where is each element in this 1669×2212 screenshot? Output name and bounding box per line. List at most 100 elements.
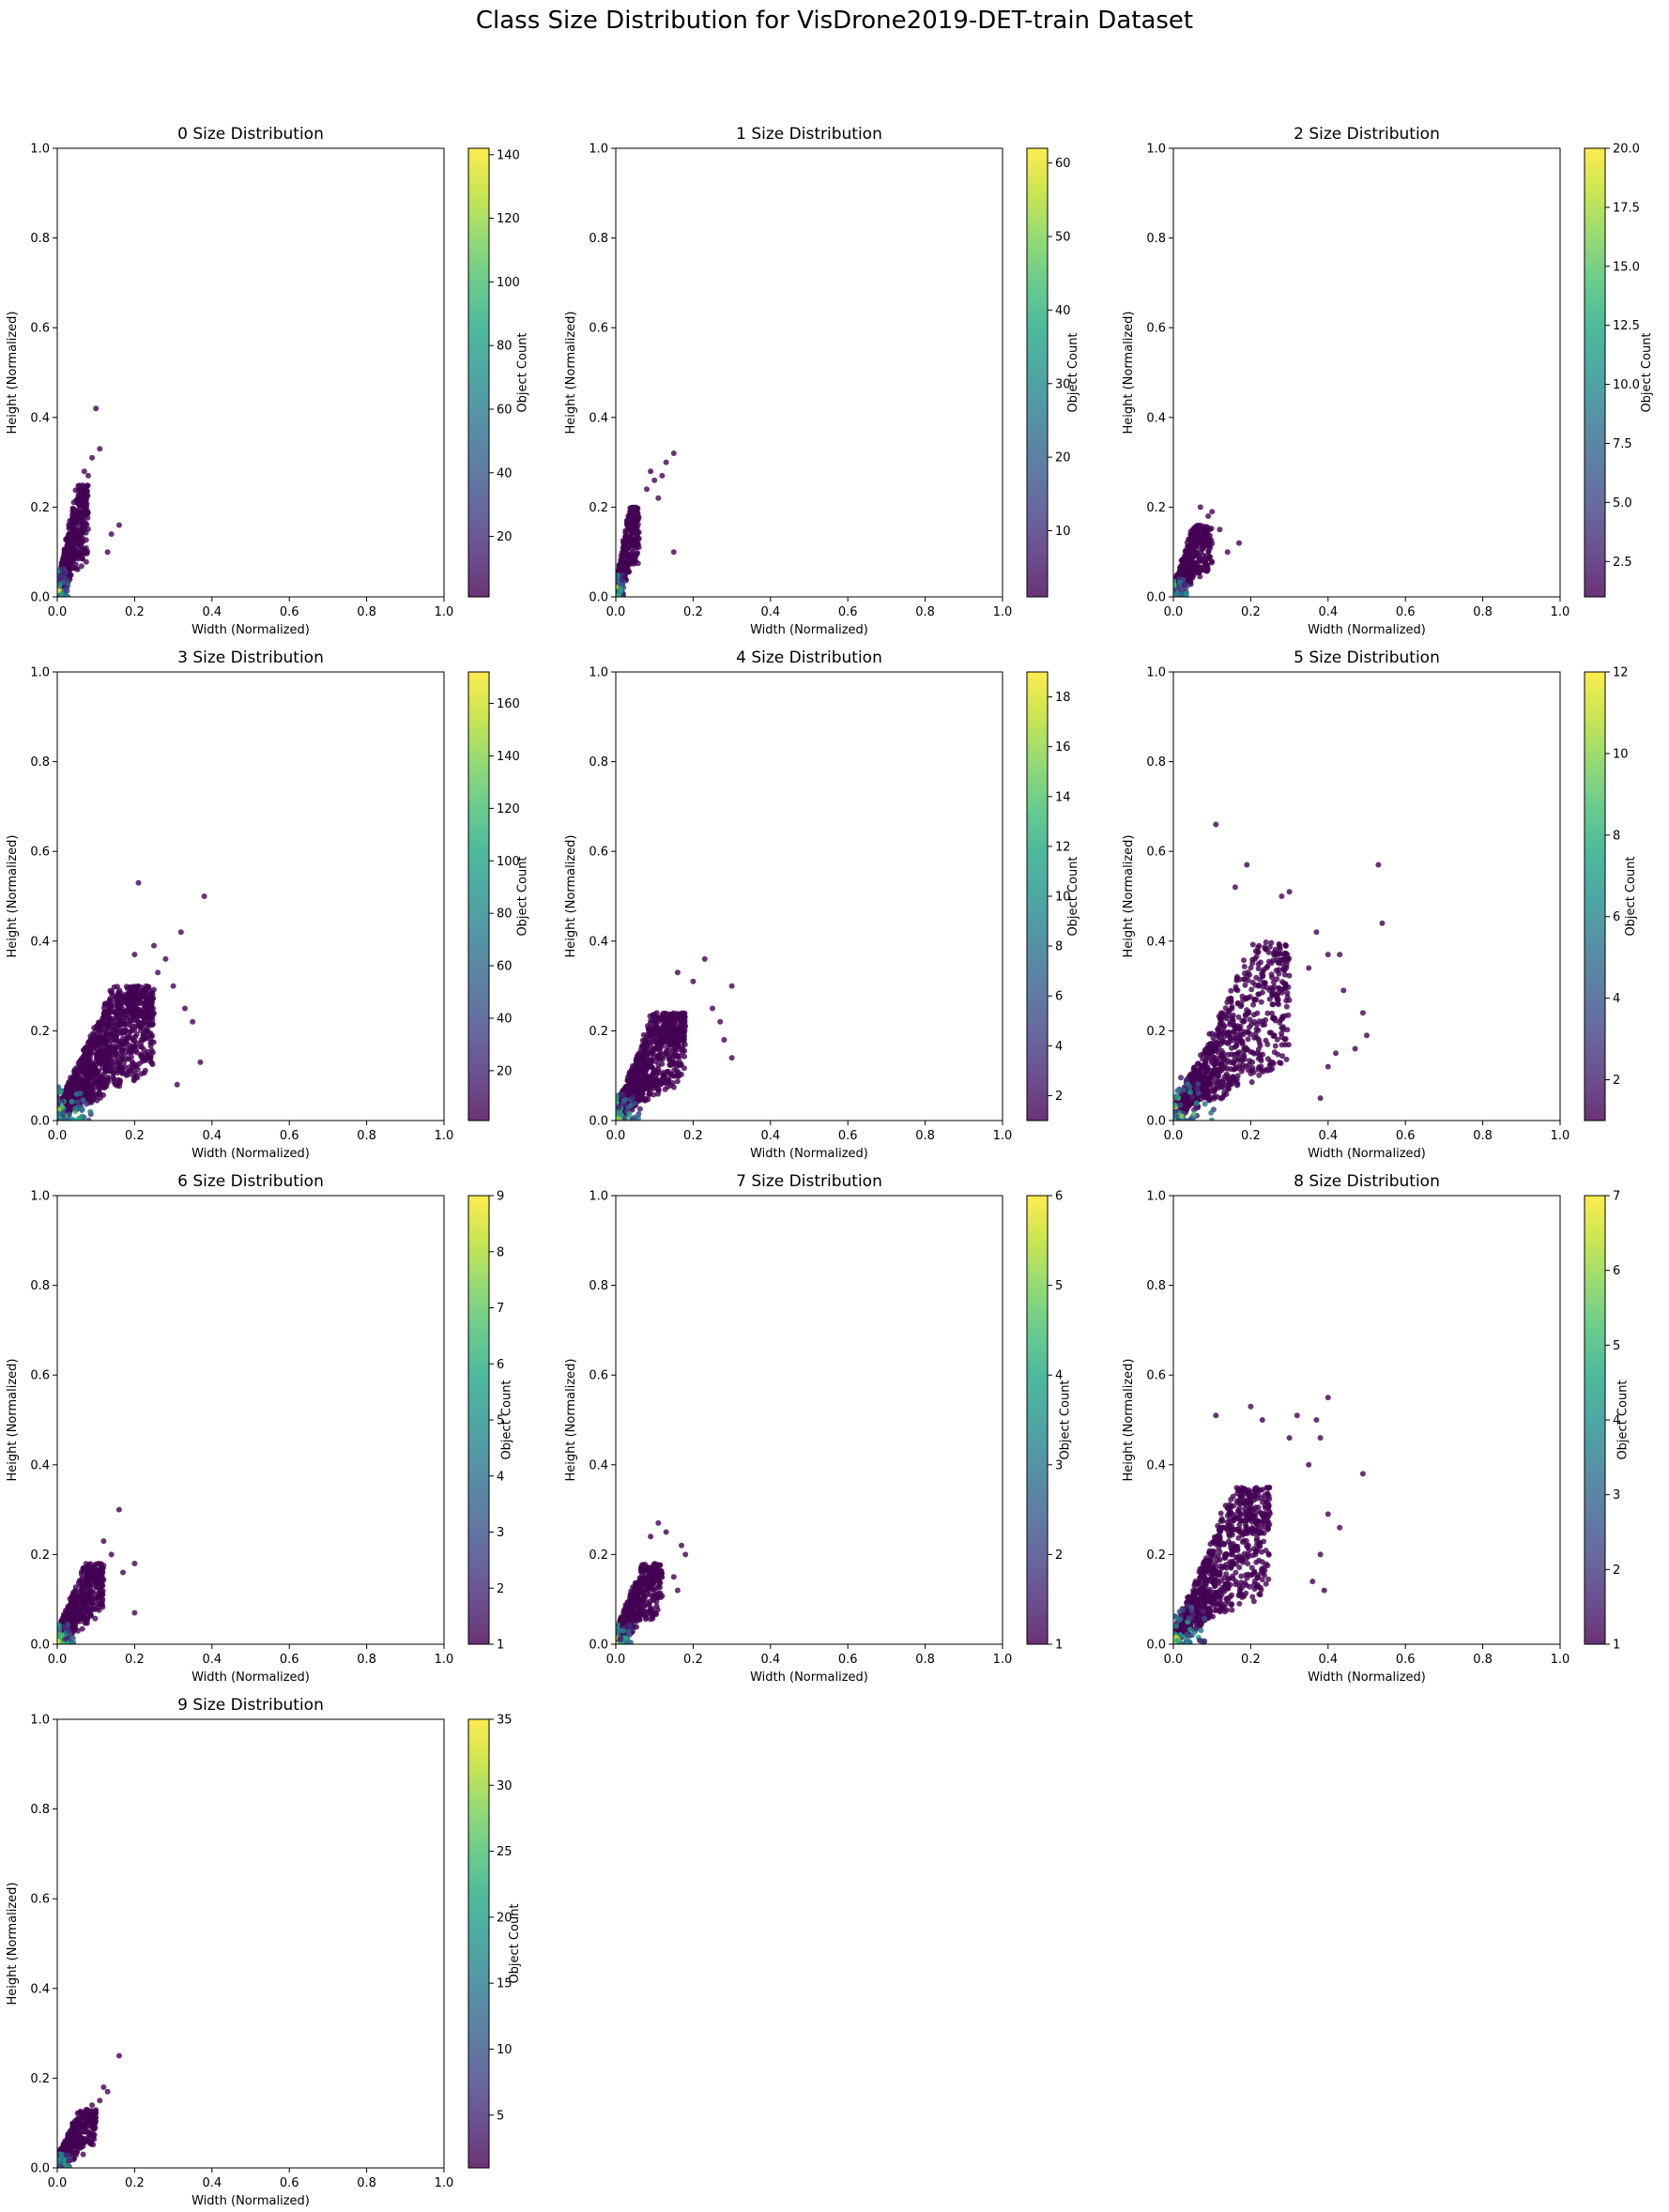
scatter-point [623,1088,630,1094]
scatter-point [126,1047,132,1054]
scatter-point [1205,513,1212,519]
colorbar-tick-label: 8 [1055,940,1063,954]
scatter-point [115,1002,121,1009]
colorbar-tick-label: 17.5 [1613,201,1640,215]
axes-frame [615,147,1003,598]
scatter-point [71,1077,78,1084]
scatter-point [90,1089,96,1095]
scatter-point [1177,565,1184,572]
x-tick-label: 0.8 [357,605,376,619]
subplot-title: 4 Size Distribution [736,648,882,667]
scatter-point [91,1034,98,1041]
scatter-point [651,1026,656,1032]
scatter-point [678,1071,684,1077]
scatter-point [134,1000,141,1007]
scatter-point [121,1051,128,1058]
scatter-point [625,568,632,574]
scatter-point [113,1011,119,1017]
scatter-point [182,1005,188,1012]
colorbar-tick-label: 10 [1055,525,1071,539]
y-tick-label: 0.2 [1146,501,1166,515]
scatter-point [629,504,635,511]
scatter-point [650,1047,656,1054]
scatter-point [1199,534,1205,541]
scatter-point [100,1048,107,1055]
colorbar-tick-label: 100 [497,276,520,290]
scatter-point [1224,549,1231,556]
scatter-point [1173,582,1177,588]
scatter-point [59,1104,66,1110]
scatter-point [674,1078,681,1085]
scatter-points [616,450,677,597]
scatter-point [1283,1003,1290,1010]
scatter-point [126,1003,132,1010]
scatter-point [648,1017,654,1024]
scatter-point [115,1017,121,1024]
colorbar-tick-label: 40 [1055,304,1071,318]
scatter-point [630,542,636,548]
scatter-point [101,1001,108,1008]
scatter-point [79,523,85,529]
scatter-point [616,572,621,579]
scatter-point [62,553,69,559]
scatter-point [128,1029,134,1035]
scatter-point [84,526,91,532]
scatter-point [115,989,121,996]
scatter-point [77,1091,84,1097]
scatter-point [69,1117,76,1121]
scatter-point [681,1047,688,1054]
y-tick-label: 0.6 [1146,322,1166,336]
scatter-point [63,536,69,542]
scatter-point [1205,548,1212,555]
scatter-point [1187,558,1193,565]
scatter-point [673,1063,680,1069]
scatter-point [79,556,85,562]
scatter-point [1202,524,1209,530]
scatter-point [69,1098,75,1105]
scatter-point [629,1063,635,1069]
scatter-point [80,501,86,508]
scatter-point [97,446,103,452]
scatter-point [81,1054,87,1060]
scatter-point [99,1053,104,1060]
x-tick-label: 1.0 [1551,605,1570,619]
y-tick-label: 0.6 [589,322,608,336]
scatter-point [106,1067,113,1074]
scatter-point [663,1050,669,1057]
scatter-point [84,1077,90,1084]
scatter-point [143,1027,149,1033]
scatter-point [1197,504,1203,511]
x-tick-label: 0.8 [915,605,935,619]
scatter-point [130,1068,136,1075]
scatter-point [66,531,72,538]
scatter-point [710,1005,715,1012]
scatter-point [64,587,70,594]
scatter-point [680,1030,686,1037]
colorbar-tick-label: 14 [1055,790,1071,804]
scatter-point [1217,526,1223,533]
scatter-point [1285,1012,1292,1018]
scatter-point [83,520,89,526]
scatter-point [663,459,669,465]
y-axis-label: Height (Normalized) [6,835,20,958]
scatter-point [119,1035,126,1042]
scatter-point [142,993,148,999]
scatter-point [59,566,66,572]
scatter-point [138,1052,144,1059]
scatter-point [61,1117,68,1121]
scatter-point [131,1017,138,1024]
x-axis-label: Width (Normalized) [750,1147,868,1161]
scatter-point [680,1011,686,1017]
scatter-point [1241,957,1247,964]
scatter-point [162,955,169,962]
scatter-point [673,1014,680,1021]
scatter-point [73,552,80,558]
scatter-point [664,1014,670,1020]
x-axis-label: Width (Normalized) [750,623,868,637]
scatter-point [120,1030,127,1036]
y-tick-label: 0.8 [30,755,50,770]
scatter-point [1187,579,1194,586]
scatter-point [197,1059,204,1065]
scatter-points [1173,821,1386,1121]
